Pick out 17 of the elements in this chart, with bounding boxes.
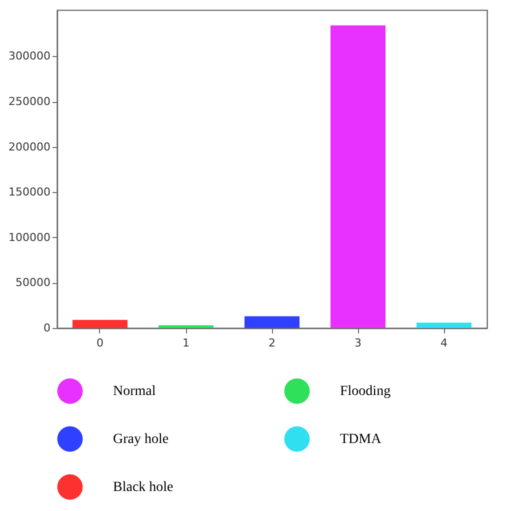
y-tick-label: 50000 (16, 276, 50, 290)
y-tick-label: 250000 (8, 95, 50, 108)
legend-label: TDMA (340, 432, 382, 447)
y-tick-label: 150000 (8, 186, 50, 199)
x-tick-label: 0 (96, 336, 104, 350)
x-tick-label: 2 (268, 336, 276, 350)
x-tick-label: 4 (440, 336, 448, 350)
legend-label: Normal (113, 384, 156, 400)
y-tick-label: 0 (44, 322, 50, 334)
x-tick-label: 1 (182, 336, 190, 350)
legend-label: Flooding (340, 384, 391, 400)
y-tick-label: 100000 (8, 230, 50, 244)
legend-label: Black hole (113, 480, 174, 495)
x-tick-label: 3 (354, 336, 362, 350)
y-tick-label: 200000 (8, 140, 50, 154)
y-tick-label: 300000 (8, 50, 50, 63)
legend-label: Gray hole (113, 432, 169, 447)
